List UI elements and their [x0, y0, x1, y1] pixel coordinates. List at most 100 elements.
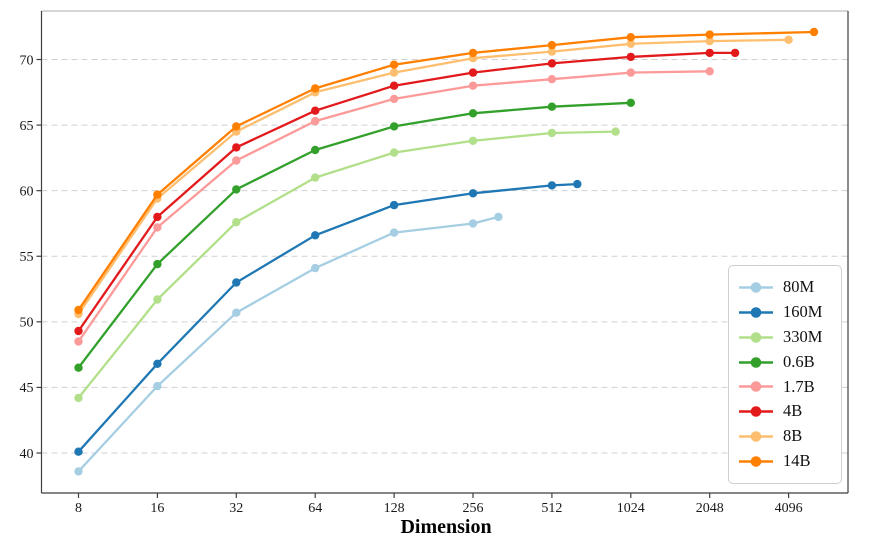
y-tick-label-45: 45 [20, 381, 34, 396]
data-point-14B-1024 [626, 33, 635, 42]
legend-item-0.6B: 0.6B [738, 351, 841, 371]
data-point-4B-16 [153, 212, 162, 222]
data-point-0.6B-64 [311, 145, 320, 155]
data-point-8B-1024 [626, 39, 635, 48]
legend-label-0.6B: 0.6B [783, 351, 815, 371]
data-point-330M-896 [611, 127, 620, 136]
data-point-1.7B-1024 [626, 68, 635, 77]
y-tick-label-70: 70 [20, 53, 34, 68]
x-tick-label-16: 16 [150, 501, 164, 516]
data-point-4B-512 [547, 59, 557, 68]
data-point-14B-256 [468, 48, 478, 58]
x-tick-label-128: 128 [384, 501, 405, 516]
legend-marker-330M [739, 331, 773, 343]
data-point-1.7B-2048 [705, 67, 714, 76]
x-tick-label-512: 512 [541, 501, 562, 516]
data-point-4B-1024 [626, 52, 635, 62]
data-point-14B-5120 [809, 27, 819, 37]
data-point-160M-8 [74, 447, 83, 456]
x-tick-label-8: 8 [75, 501, 82, 516]
data-point-330M-8 [74, 393, 83, 403]
data-point-160M-32 [232, 278, 241, 287]
data-point-330M-16 [153, 295, 162, 304]
data-point-4B-128 [389, 81, 399, 90]
data-point-14B-32 [232, 122, 241, 131]
legend: 80M 160M 330M 0.6B 1.7B 4B 8B 14B [728, 265, 842, 484]
data-point-1.7B-16 [153, 223, 162, 232]
series-line-14B [77, 30, 816, 312]
series-line-330M [77, 130, 617, 400]
legend-marker-4B [739, 406, 773, 418]
data-point-1.7B-64 [311, 116, 320, 126]
data-point-1.7B-32 [232, 156, 241, 165]
legend-marker-1.7B [739, 381, 773, 393]
legend-label-1.7B: 1.7B [783, 376, 815, 396]
data-point-4B-32 [232, 143, 241, 152]
data-point-8B-2048 [705, 36, 714, 46]
data-point-160M-640 [573, 179, 582, 189]
legend-item-8B: 8B [738, 428, 841, 445]
x-tick-label-1024: 1024 [617, 501, 645, 516]
data-point-14B-8 [74, 305, 83, 315]
legend-item-4B: 4B [738, 403, 841, 420]
data-point-80M-32 [232, 308, 241, 317]
legend-marker-0.6B [739, 356, 773, 368]
data-point-330M-128 [389, 148, 399, 157]
x-tick-label-2048: 2048 [696, 501, 724, 516]
data-point-330M-32 [232, 218, 241, 227]
x-tick-label-64: 64 [308, 501, 322, 516]
data-point-330M-512 [547, 128, 557, 138]
data-point-8B-128 [389, 68, 399, 77]
data-point-160M-128 [389, 200, 399, 210]
legend-item-1.7B: 1.7B [738, 376, 841, 396]
data-point-330M-256 [468, 136, 478, 145]
data-point-14B-128 [389, 60, 399, 69]
data-point-4B-8 [74, 326, 83, 336]
data-point-14B-512 [547, 40, 557, 50]
legend-label-80M: 80M [783, 277, 815, 297]
data-point-330M-64 [311, 173, 320, 182]
legend-item-80M: 80M [738, 279, 841, 296]
y-tick-label-50: 50 [20, 316, 34, 331]
data-point-80M-8 [74, 467, 83, 476]
data-point-160M-512 [547, 181, 557, 190]
data-point-0.6B-1024 [626, 98, 635, 108]
data-point-80M-256 [468, 219, 478, 228]
data-point-0.6B-512 [547, 102, 557, 111]
data-point-1.7B-512 [547, 75, 557, 84]
x-tick-label-32: 32 [229, 501, 243, 516]
legend-item-330M: 330M [738, 328, 841, 346]
data-point-1.7B-128 [389, 94, 399, 104]
legend-marker-14B [739, 456, 773, 467]
legend-label-4B: 4B [783, 401, 803, 421]
legend-item-160M: 160M [738, 304, 841, 321]
data-point-4B-256 [468, 68, 478, 77]
legend-item-14B: 14B [738, 453, 841, 470]
data-point-14B-16 [153, 190, 162, 199]
data-point-0.6B-16 [153, 259, 162, 269]
data-point-14B-2048 [705, 30, 714, 39]
legend-marker-8B [739, 431, 773, 442]
data-point-4B-2560 [730, 48, 740, 58]
data-point-8B-512 [547, 47, 557, 56]
x-axis-label: Dimension [400, 516, 492, 538]
legend-label-14B: 14B [783, 451, 811, 471]
data-point-80M-16 [153, 381, 162, 391]
series-line-160M [77, 182, 579, 453]
data-point-160M-64 [311, 231, 320, 240]
series-line-80M [77, 215, 500, 473]
y-tick-label-55: 55 [20, 250, 34, 265]
x-tick-label-256: 256 [463, 501, 484, 516]
data-point-0.6B-256 [468, 109, 478, 118]
y-tick-label-60: 60 [20, 184, 34, 199]
legend-label-8B: 8B [783, 426, 803, 446]
data-point-1.7B-256 [468, 81, 478, 90]
data-point-160M-256 [468, 189, 478, 198]
y-tick-label-65: 65 [20, 119, 34, 134]
data-point-1.7B-8 [74, 337, 83, 346]
legend-marker-160M [739, 307, 773, 318]
series-line-8B [77, 38, 790, 316]
data-point-0.6B-8 [74, 363, 83, 372]
y-tick-label-40: 40 [20, 447, 34, 462]
data-point-80M-320 [494, 212, 503, 222]
